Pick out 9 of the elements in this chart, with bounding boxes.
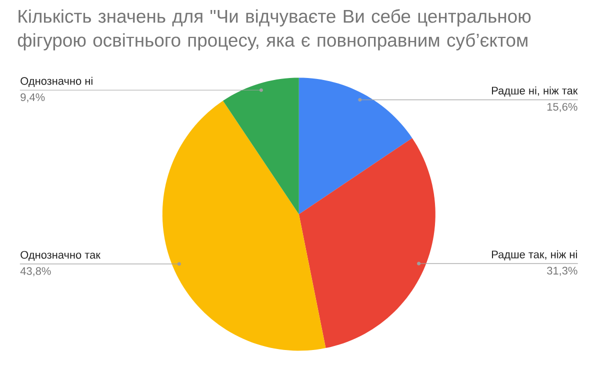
data-label: 15,6% [547,103,578,112]
slice-label: Радше так, ніж ні [492,250,577,261]
slice-label: Однозначно ні [20,76,92,88]
slice-label: Однозначно так [20,251,100,261]
data-label: 31,3% [547,266,578,276]
data-label: 9,4% [20,93,45,103]
data-label: 43,8% [20,267,51,276]
chart-title: Кількість значень для "Чи відчуваєте Ви себе центральною фігурою освітнього процесу, яка є повноправним суб’єктом [18,9,531,51]
slice-label: Радше ні, ніж так [492,86,578,97]
